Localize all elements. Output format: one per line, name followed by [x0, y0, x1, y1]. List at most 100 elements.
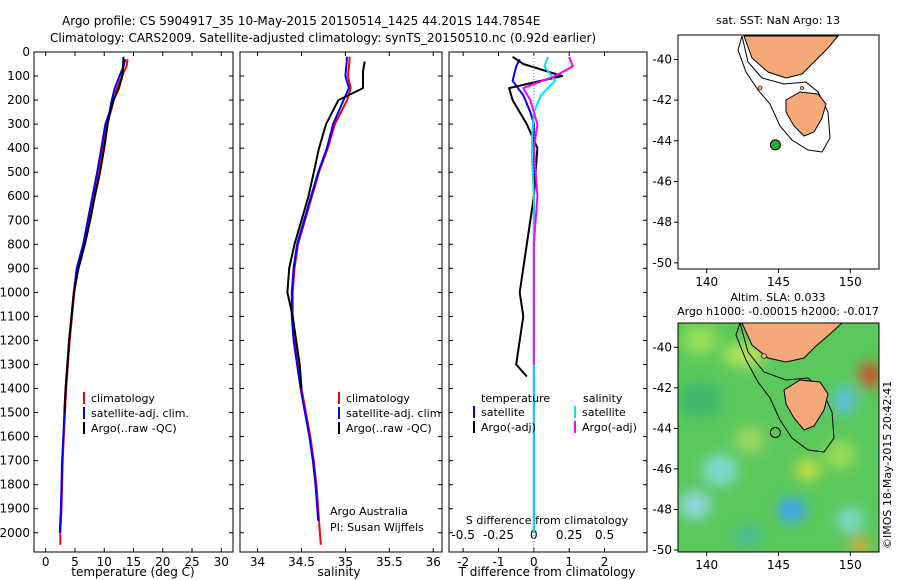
series-line-satellite-adj-clim- — [290, 56, 350, 521]
x-tick-label: 20 — [155, 555, 170, 569]
y-tick-label: 300 — [7, 117, 30, 131]
sla-mainland-land — [741, 323, 843, 363]
map-y-tick-label: -48 — [652, 502, 672, 516]
series-line-temperature-satellite — [511, 58, 535, 533]
sla-island — [761, 353, 767, 359]
map-x-tick-label: 150 — [839, 275, 862, 289]
salinity-panel-frame — [239, 51, 443, 553]
salinity-axes: 34 34.5 35 35.5 36 — [240, 51, 442, 569]
map-y-tick-label: -40 — [652, 52, 672, 66]
map-x-tick-label: 145 — [767, 558, 790, 572]
x-tick-label: 30 — [214, 555, 229, 569]
map-x-tick-label: 140 — [695, 558, 718, 572]
s-difference-xlabel: S difference from climatology — [466, 514, 629, 527]
map-y-tick-label: -44 — [652, 134, 672, 148]
y-tick-label: 1600 — [0, 430, 30, 444]
sst-mainland-land — [743, 35, 840, 79]
credit-line1: Argo Australia — [330, 505, 408, 518]
map-y-tick-label: -50 — [652, 256, 672, 270]
sst-map-title: sat. SST: NaN Argo: 13 — [716, 14, 840, 27]
s-tick-label: 0.5 — [595, 528, 614, 542]
y-tick-label: 900 — [7, 261, 30, 275]
x-tick-label: 34 — [250, 555, 265, 569]
sla-heatmap — [678, 323, 879, 552]
map-x-tick-label: 145 — [767, 275, 790, 289]
legend-label-sal-satellite: satellite — [582, 406, 626, 419]
y-tick-label: 400 — [7, 141, 30, 155]
map-y-tick-label: -50 — [652, 543, 672, 557]
map-y-tick-label: -42 — [652, 93, 672, 107]
x-tick-label: 25 — [184, 555, 199, 569]
legend-label-climatology: climatology — [91, 392, 155, 405]
x-tick-label: 0 — [530, 555, 538, 569]
legend-label-argo: Argo(..raw -QC) — [346, 422, 432, 435]
map-y-tick-label: -42 — [652, 381, 672, 395]
series-line-satellite-adj-clim- — [58, 58, 127, 533]
sst-island — [757, 85, 763, 91]
map-y-tick-label: -46 — [652, 175, 672, 189]
sla-map-subtitle: Argo h1000: -0.00015 h2000: -0.017 — [677, 305, 879, 318]
s-tick-label: -0.5 — [451, 528, 474, 542]
y-tick-label: 200 — [7, 93, 30, 107]
y-tick-label: 1900 — [0, 502, 30, 516]
header-line2: Climatology: CARS2009. Satellite-adjuste… — [50, 31, 596, 45]
y-tick-label: 2000 — [0, 526, 30, 540]
y-tick-label: 100 — [7, 69, 30, 83]
series-line-salinity-satellite — [531, 56, 557, 533]
sla-argo-float-marker — [769, 427, 781, 438]
map-y-tick-label: -46 — [652, 462, 672, 476]
y-tick-label: 1700 — [0, 454, 30, 468]
y-tick-label: 800 — [7, 237, 30, 251]
y-tick-label: 1100 — [0, 309, 30, 323]
legend-label-satellite: satellite-adj. clim. — [346, 407, 444, 420]
legend-label-temp-argo: Argo(-adj) — [481, 421, 536, 434]
legend-label-temp-satellite: satellite — [481, 406, 525, 419]
x-tick-label: 15 — [126, 555, 141, 569]
sla-anomalies — [678, 326, 879, 552]
x-tick-label: 34.5 — [288, 555, 315, 569]
sst-map-axes: 140 145 150 -40 -42 -44 -46 -48 -50 — [652, 52, 861, 289]
y-tick-label: 1300 — [0, 358, 30, 372]
map-y-tick-label: -40 — [652, 340, 672, 354]
x-tick-label: 5 — [71, 555, 79, 569]
x-tick-label: 35.5 — [376, 555, 403, 569]
temperature-panel-frame — [33, 51, 234, 553]
s-tick-label: 0.25 — [556, 528, 583, 542]
series-line-climatology — [59, 59, 129, 545]
map-y-tick-label: -48 — [652, 215, 672, 229]
sst-tasmania-land — [785, 91, 827, 137]
difference-legend: temperature salinity satellite Argo(-adj… — [473, 392, 637, 434]
s-tick-label: -0.25 — [483, 528, 514, 542]
legend-title-temperature: temperature — [481, 392, 550, 405]
credit-line2: PI: Susan Wijffels — [330, 521, 424, 534]
legend-title-salinity: salinity — [583, 392, 623, 405]
header-line1: Argo profile: CS 5904917_35 10-May-2015 … — [62, 14, 540, 28]
temperature-xlabel: temperature (deg C) — [71, 565, 194, 579]
legend-label-argo: Argo(..raw -QC) — [91, 422, 177, 435]
x-tick-label: -1 — [493, 555, 505, 569]
series-line-climatology — [291, 56, 352, 545]
difference-panel-frame — [448, 51, 648, 553]
x-tick-label: -2 — [457, 555, 469, 569]
sla-map-title: Altim. SLA: 0.033 — [730, 291, 825, 304]
x-tick-label: 2 — [601, 555, 609, 569]
y-tick-label: 1500 — [0, 406, 30, 420]
map-y-tick-label: -44 — [652, 421, 672, 435]
legend-label-climatology: climatology — [346, 392, 410, 405]
sla-map-axes: 140 145 150 -40 -42 -44 -46 -48 -50 — [652, 340, 861, 572]
series-line-argo-raw-qc- — [63, 56, 125, 413]
salinity-legend: climatology satellite-adj. clim. Argo(..… — [338, 392, 444, 435]
sst-argo-float-marker — [769, 139, 781, 151]
difference-lines — [508, 55, 574, 533]
sst-island — [800, 86, 804, 90]
x-tick-label: 35 — [338, 555, 353, 569]
series-line-salinity-argo-adj- — [522, 56, 574, 365]
y-tick-label: 500 — [7, 165, 30, 179]
x-tick-label: 10 — [97, 555, 112, 569]
imos-timestamp: ©IMOS 18-May-2015 20:42:41 — [881, 381, 894, 549]
map-x-tick-label: 150 — [839, 558, 862, 572]
map-x-tick-label: 140 — [695, 275, 718, 289]
temperature-lines — [58, 56, 129, 545]
x-tick-label: 0 — [42, 555, 50, 569]
